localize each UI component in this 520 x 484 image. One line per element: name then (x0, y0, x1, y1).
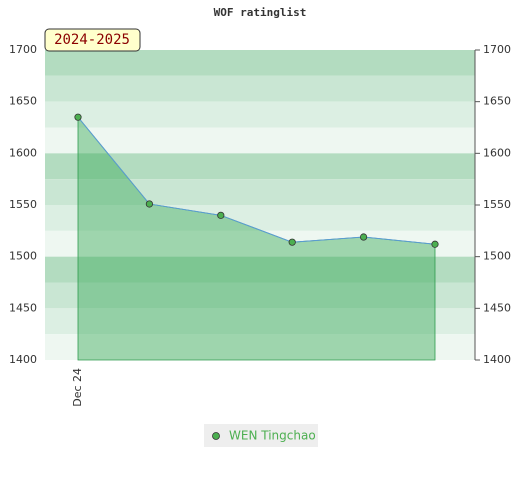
point (145, 200, 153, 208)
legend (204, 424, 318, 447)
grid-band (45, 127, 475, 154)
grid-band (45, 101, 475, 128)
y-tick-label: 1550 (9, 198, 37, 211)
plot (45, 50, 475, 360)
y-tick-label: 1500 (9, 250, 37, 263)
y2-tick-label: 1700 (483, 43, 511, 56)
y2-tick-label: 1500 (483, 250, 511, 263)
y-tick-label: 1700 (9, 43, 37, 56)
chart-title: WOF ratinglist (214, 6, 307, 19)
y-tick-label: 1600 (9, 146, 37, 159)
y2-tick-label: 1650 (483, 95, 511, 108)
grid-band (45, 205, 475, 231)
y2-tick-label: 1600 (483, 146, 511, 159)
y-tick-label: 1650 (9, 95, 37, 108)
y2-tick-label: 1400 (483, 353, 511, 366)
legend-marker (212, 432, 220, 440)
x-tick-label: Dec 24 (71, 368, 84, 407)
grid-band (45, 308, 475, 335)
point (217, 211, 225, 219)
point (431, 240, 439, 248)
y2-tick-label: 1450 (483, 301, 511, 314)
annotation-box (44, 28, 141, 52)
grid-band (45, 334, 475, 360)
grid-band (45, 230, 475, 257)
y-tick-label: 1450 (9, 301, 37, 314)
line (77, 116, 436, 245)
grid-band (45, 256, 475, 283)
grid-band (45, 50, 475, 76)
point (288, 238, 296, 246)
annotation: 2024-2025 (54, 32, 130, 48)
point (359, 233, 368, 241)
y2-tick-label: 1550 (483, 198, 511, 211)
grid-band (45, 153, 475, 180)
legend-label: WEN Tingchao (229, 429, 316, 443)
grid-band (45, 179, 475, 205)
grid-band (45, 75, 475, 102)
grid-band (45, 282, 475, 309)
y-tick-label: 1400 (9, 353, 37, 366)
point (74, 113, 82, 121)
